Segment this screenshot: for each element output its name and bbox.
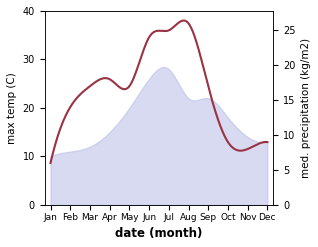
Y-axis label: max temp (C): max temp (C) (7, 72, 17, 144)
X-axis label: date (month): date (month) (115, 227, 203, 240)
Y-axis label: med. precipitation (kg/m2): med. precipitation (kg/m2) (301, 38, 311, 178)
